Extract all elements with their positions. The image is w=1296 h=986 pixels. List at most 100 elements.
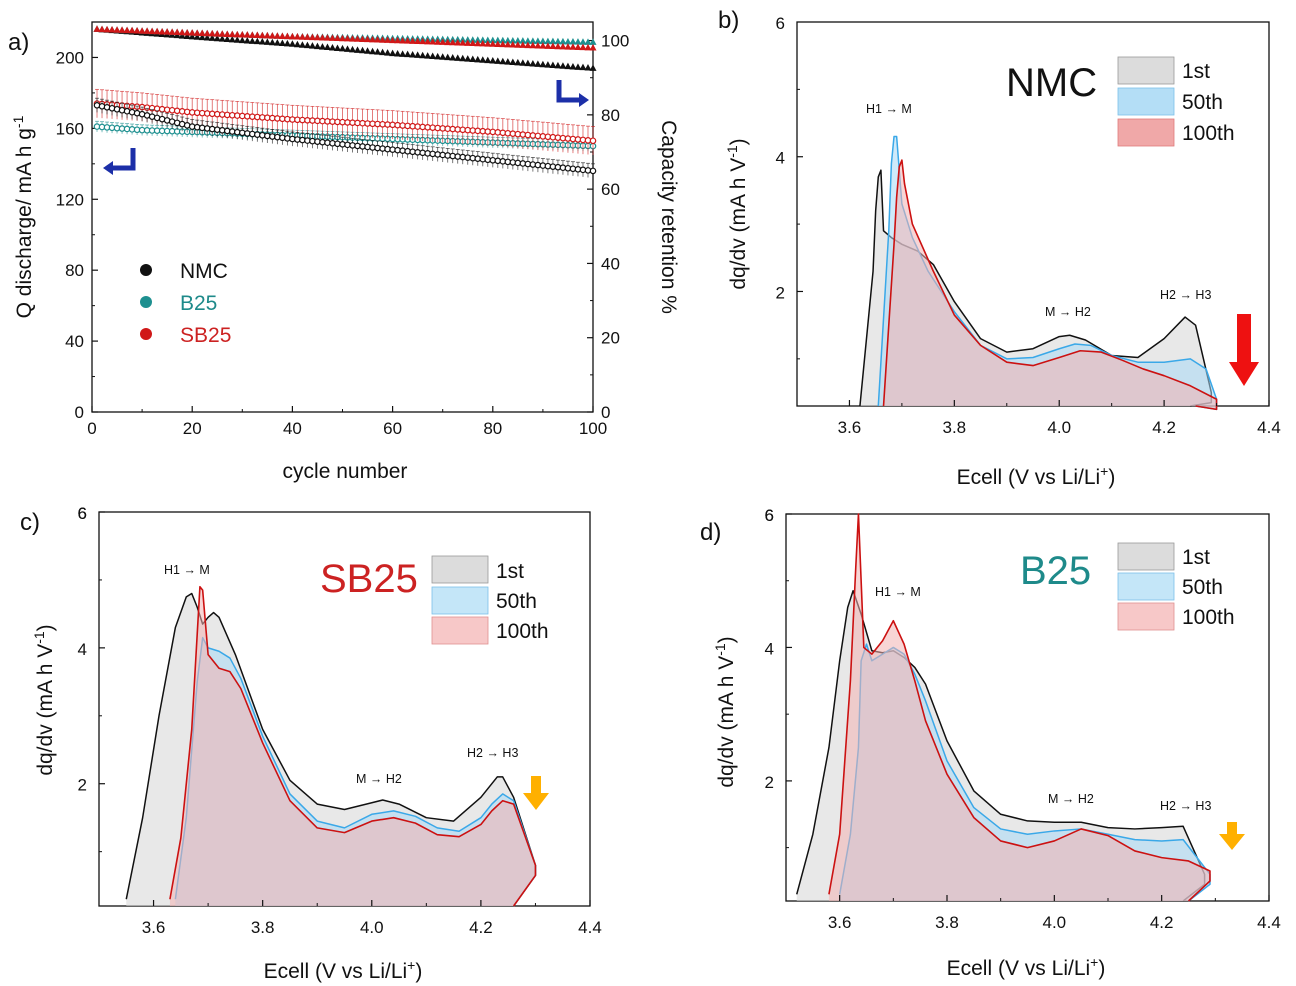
data-point [589, 64, 597, 71]
legend-label-50th: 50th [1182, 576, 1223, 599]
y-tick-label: 6 [78, 504, 87, 523]
data-point [364, 47, 372, 54]
data-point [574, 63, 582, 70]
data-point [579, 43, 587, 51]
data-point [424, 37, 432, 45]
data-point [479, 36, 487, 43]
panel-c-xlabel: Ecell (V vs Li/Li+) [264, 957, 423, 983]
x-tick-label: 3.8 [943, 418, 967, 437]
data-point [148, 27, 156, 35]
data-point [379, 48, 387, 56]
data-point [108, 26, 116, 33]
data-point [464, 55, 472, 62]
transition-label-m-h2: M → H2 [1048, 792, 1094, 806]
data-point [183, 28, 191, 36]
data-point [359, 35, 367, 42]
data-point [298, 33, 306, 40]
legend-swatch-100th [1117, 118, 1175, 147]
data-point [454, 54, 462, 61]
data-point [419, 37, 427, 45]
panel-d-xlabel-close: ) [1098, 957, 1105, 980]
panel-c-legend: 1st 50th 100th [431, 555, 549, 645]
right-axis-arrow-head-icon [579, 93, 589, 107]
panel-b-xlabel-sup: + [1100, 463, 1108, 479]
x-tick-label: 4.2 [1150, 913, 1174, 932]
data-point [268, 32, 276, 39]
data-point [208, 29, 216, 37]
y-tick-label: 6 [78, 504, 87, 523]
transition-label-h2-h3: H2 → H3 [1160, 288, 1211, 302]
data-point [233, 36, 241, 43]
curve-1st [859, 169, 1213, 407]
data-point [364, 35, 372, 43]
data-point [359, 46, 367, 54]
panel-a-ylabel-right: Capacity retention % [657, 120, 680, 314]
data-point [243, 36, 251, 44]
panel-a-ylabel-text: Q discharge/ mA h g [13, 128, 36, 318]
panel-b-ylabel-sup: -1 [724, 145, 740, 158]
data-point [404, 50, 412, 58]
data-point [479, 39, 487, 47]
right-axis-arrow-icon [556, 80, 584, 103]
data-point [369, 47, 377, 55]
left-axis-arrow-icon [108, 148, 136, 171]
data-point [113, 26, 121, 33]
data-point [464, 39, 472, 46]
data-point [273, 39, 281, 46]
data-point [509, 36, 517, 44]
panel-d-ylabel-close: ) [715, 636, 738, 643]
panel-a: a) 0 20 40 60 80 1000408012016020002040608010… [8, 21, 680, 483]
y-tick-label: 40 [65, 332, 84, 351]
panel-a-legend: NMC B25 SB25 [140, 260, 231, 347]
legend-label-100th: 100th [1182, 606, 1235, 629]
data-point [193, 33, 201, 40]
area-100th [883, 160, 1217, 410]
data-point [163, 28, 171, 35]
x-tick-label: 100 [579, 419, 607, 438]
legend-swatch-1st [431, 555, 489, 584]
data-point [349, 35, 357, 42]
data-point [514, 58, 522, 66]
panel-d-ylabel: dq/dv (mA h V-1) [712, 636, 738, 787]
data-point [379, 36, 387, 43]
y-tick-label: 200 [56, 48, 84, 67]
data-point [489, 57, 497, 64]
data-point [509, 41, 517, 48]
transition-label-h1-m: H1 → M [866, 102, 912, 116]
y-tick-label: 2 [776, 283, 785, 302]
data-point [429, 52, 437, 60]
legend-marker-sb25 [140, 328, 152, 340]
data-point [579, 38, 587, 45]
data-point [434, 38, 442, 45]
data-point [228, 30, 236, 38]
panel-c-xlabel-close: ) [415, 960, 422, 983]
y-tick-label: 2 [78, 776, 87, 795]
data-point [158, 27, 166, 35]
data-point [374, 48, 382, 55]
data-point [469, 36, 477, 43]
data-point [399, 36, 407, 44]
data-point [514, 41, 522, 48]
x-tick-label: 3.8 [251, 918, 275, 937]
y-right-tick-label: 40 [601, 254, 620, 273]
legend-label-nmc: NMC [180, 260, 228, 283]
legend-label-100th: 100th [1182, 122, 1235, 145]
data-point [499, 57, 507, 65]
data-point [544, 37, 552, 45]
data-point [394, 49, 402, 57]
data-point [534, 60, 542, 67]
data-point [484, 40, 492, 47]
data-point [243, 31, 251, 38]
transition-label-h2-h3: H2 → H3 [467, 746, 518, 760]
curve-1st [125, 592, 537, 907]
panel-c-sample-label: SB25 [320, 557, 418, 601]
data-point [218, 35, 226, 42]
data-point [569, 43, 577, 50]
data-point [519, 41, 527, 48]
data-point [133, 26, 141, 34]
legend-swatch-50th [1117, 572, 1175, 601]
data-point [404, 37, 412, 44]
data-point [584, 64, 592, 71]
panel-c-ylabel-sup: -1 [31, 631, 47, 644]
